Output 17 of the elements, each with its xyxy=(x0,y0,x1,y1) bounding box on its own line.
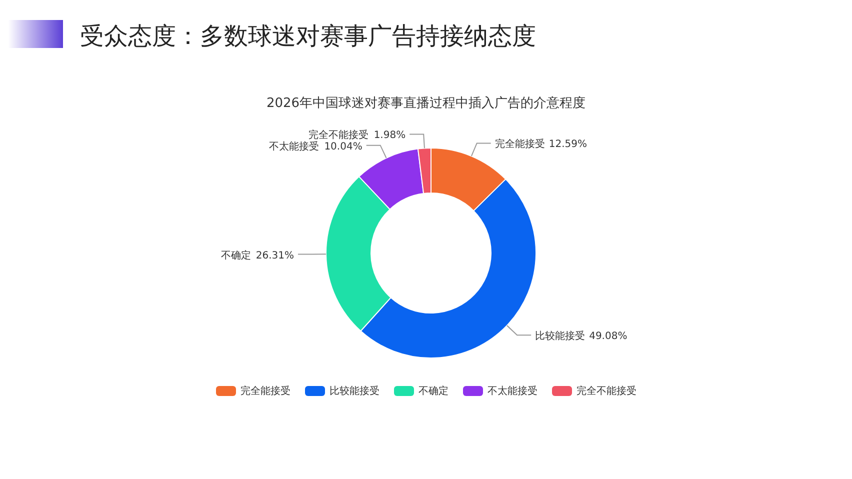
legend-label: 不确定 xyxy=(418,384,448,398)
slice-label: 完全不能接受 xyxy=(308,129,369,142)
data-label: 10.04% xyxy=(324,141,362,152)
legend-label: 完全不能接受 xyxy=(576,384,636,398)
data-label: 1.98% xyxy=(374,130,406,142)
legend-label: 比较能接受 xyxy=(328,384,380,398)
data-label: 26.31% xyxy=(256,250,294,262)
slice-label: 不太能接受 xyxy=(269,140,320,152)
legend-label: 不太能接受 xyxy=(486,384,538,398)
slice-label: 比较能接受 xyxy=(535,330,586,342)
slice-label: 不确定 xyxy=(220,249,251,262)
chart-title: 受众态度：多数球迷对赛事广告持接纳态度 xyxy=(80,21,536,52)
data-label: 49.08% xyxy=(589,331,628,342)
chart-subtitle: 2026年中国球迷对赛事直播过程中插入广告的介意程度 xyxy=(265,95,587,112)
data-label: 12.59% xyxy=(548,139,587,150)
slice-label: 完全能接受 xyxy=(494,138,545,150)
legend-label: 完全能接受 xyxy=(240,384,290,398)
